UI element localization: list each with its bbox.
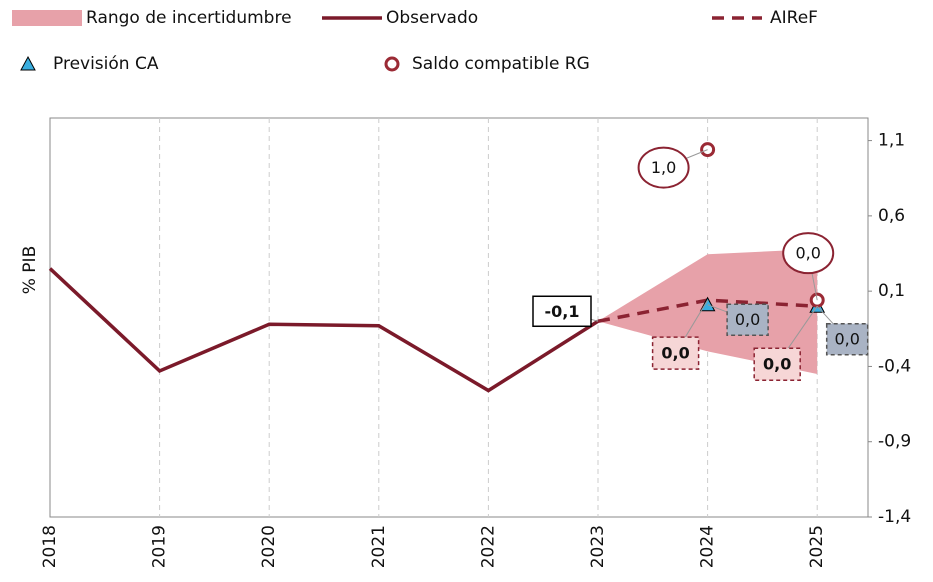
y-tick-label: -0,9 bbox=[878, 432, 911, 452]
y-tick-label: -0,4 bbox=[878, 356, 911, 376]
label-ellipse bbox=[637, 146, 690, 189]
data-label: 0,0 bbox=[795, 244, 820, 263]
plot-frame bbox=[49, 117, 869, 518]
x-tick-label: 2024 bbox=[698, 525, 718, 568]
label-box bbox=[651, 336, 700, 370]
x-tick-label: 2022 bbox=[478, 525, 498, 568]
data-label: 0,0 bbox=[735, 310, 760, 329]
x-tick-label: 2023 bbox=[588, 525, 608, 568]
data-label: -0,1 bbox=[545, 302, 580, 321]
legend-label: Previsión CA bbox=[53, 54, 159, 74]
uncertainty-band bbox=[598, 248, 818, 374]
label-ellipse bbox=[782, 232, 835, 275]
x-tick-label: 2018 bbox=[40, 525, 60, 568]
y-axis-label: % PIB bbox=[20, 246, 40, 295]
legend-circle bbox=[384, 56, 400, 72]
x-tick-label: 2019 bbox=[150, 525, 170, 568]
y-tick-label: 1,1 bbox=[878, 131, 905, 151]
data-label: 1,0 bbox=[651, 158, 676, 177]
observed-line bbox=[48, 267, 599, 393]
legend-label: Rango de incertidumbre bbox=[86, 8, 292, 28]
x-tick-label: 2021 bbox=[369, 525, 389, 568]
y-tick-label: 0,1 bbox=[878, 281, 905, 301]
legend-label: AIReF bbox=[770, 8, 818, 28]
y-tick-label: -1,4 bbox=[878, 507, 911, 527]
x-tick-label: 2020 bbox=[259, 525, 279, 568]
label-box bbox=[532, 295, 592, 328]
data-label: 0,0 bbox=[763, 355, 791, 374]
data-label: 0,0 bbox=[834, 330, 859, 349]
legend-label: Observado bbox=[386, 8, 478, 28]
legend-triangle bbox=[20, 55, 36, 71]
triangle-marker bbox=[699, 296, 716, 312]
y-tick-label: 0,6 bbox=[878, 206, 905, 226]
data-label: 0,0 bbox=[661, 344, 689, 363]
label-box bbox=[753, 347, 801, 381]
legend-swatch bbox=[12, 10, 82, 26]
label-box bbox=[825, 322, 869, 356]
label-box bbox=[726, 303, 769, 336]
x-tick-label: 2025 bbox=[807, 525, 827, 568]
legend-label: Saldo compatible RG bbox=[412, 54, 590, 74]
